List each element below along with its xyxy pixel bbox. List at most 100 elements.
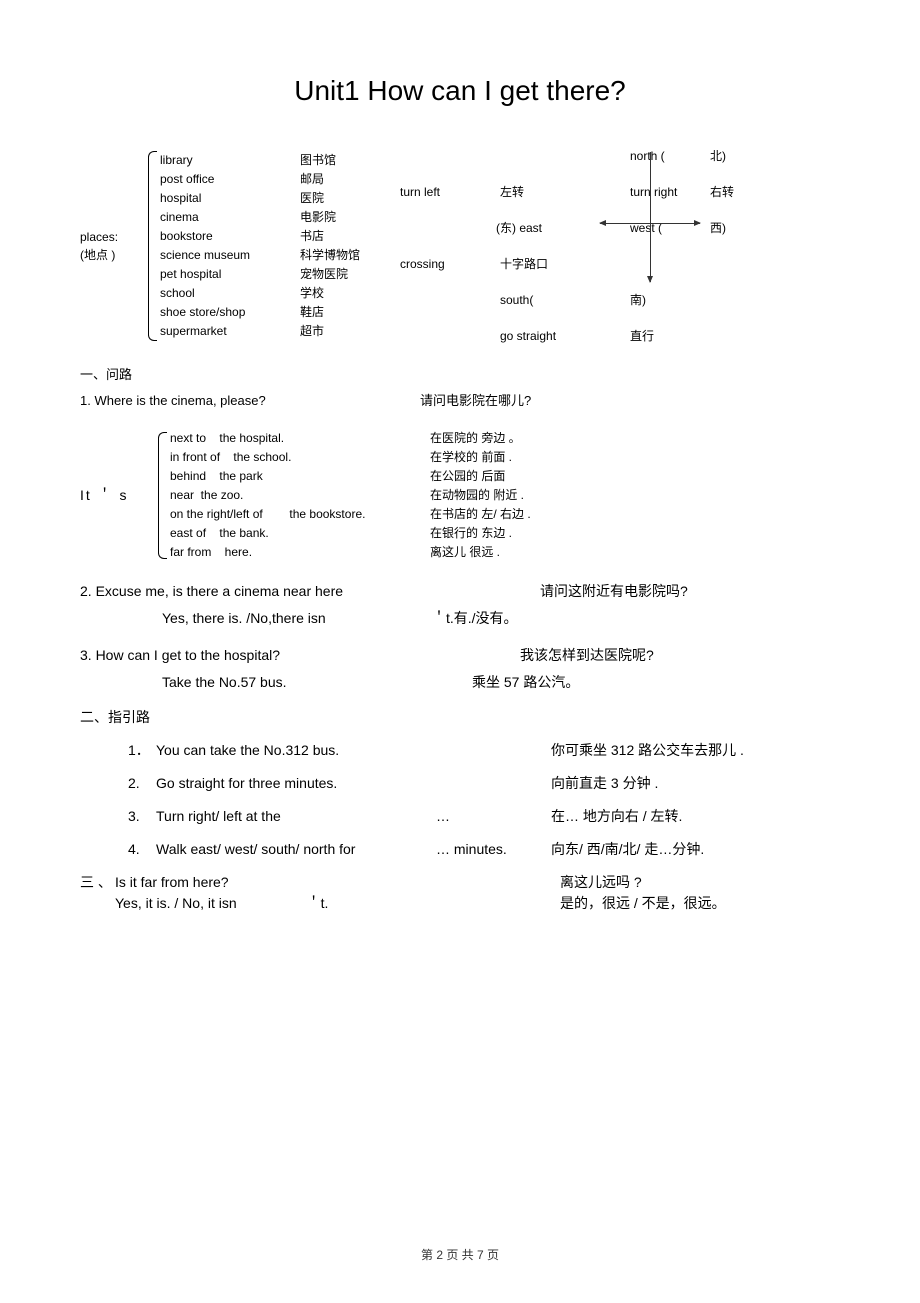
page-footer: 第 2 页 共 7 页 (0, 1246, 920, 1263)
item-en: Walk east/ west/ south/ north for (156, 839, 436, 860)
south-cn: 南) (630, 291, 710, 309)
its-cn: 在动物园的 附近 . (430, 486, 531, 505)
list-item: 1． You can take the No.312 bus. 你可乘坐 312… (128, 740, 840, 761)
list-item: 2. Go straight for three minutes. 向前直走 3… (128, 773, 840, 794)
gostraight-cn: 直行 (630, 327, 710, 345)
place-en: bookstore (160, 227, 300, 246)
item-en: Go straight for three minutes. (156, 773, 436, 794)
directions-block: north ( 北) turn left 左转 turn right 右转 ( … (400, 147, 840, 345)
place-en: shoe store/shop (160, 303, 300, 322)
item-cn: 向东/ 西/南/北/ 走…分钟. (551, 839, 840, 860)
north-cn: 北) (710, 147, 770, 165)
content-body: places: (地点 ) library post office hospit… (0, 147, 920, 914)
item-no: 3. (128, 806, 156, 827)
places-label-cn: (地点 ) (80, 246, 140, 264)
s3-q-en: Is it far from here? (115, 872, 385, 893)
turnright-en: turn right (630, 183, 710, 201)
its-en: far from here. (170, 543, 430, 562)
section1-heading: 一、问路 (80, 365, 840, 385)
place-cn: 超市 (300, 322, 400, 341)
brace-icon (140, 147, 160, 345)
brace-icon (150, 428, 170, 563)
list-item: 3. Turn right/ left at the … 在… 地方向右 / 左… (128, 806, 840, 827)
place-en: science museum (160, 246, 300, 265)
gostraight-en: go straight (500, 327, 590, 345)
its-en: next to the hospital. (170, 429, 430, 448)
place-en: library (160, 151, 300, 170)
its-en: behind the park (170, 467, 430, 486)
place-cn: 宠物医院 (300, 265, 400, 284)
item-no: 2. (128, 773, 156, 794)
place-en: supermarket (160, 322, 300, 341)
its-cn-col: 在医院的 旁边 。 在学校的 前面 . 在公园的 后面 在动物园的 附近 . 在… (430, 429, 531, 562)
place-cn: 电影院 (300, 208, 400, 227)
s3-a-en: Yes, it is. / No, it isn (115, 893, 237, 914)
north-en: north ( (630, 147, 710, 165)
item-no: 1． (128, 740, 156, 761)
place-en: pet hospital (160, 265, 300, 284)
places-label: places: (地点 ) (80, 228, 140, 264)
q1-en: 1. Where is the cinema, please? (80, 391, 420, 411)
item-cn: 你可乘坐 312 路公交车去那儿 . (551, 740, 840, 761)
its-cn: 离这儿 很远 . (430, 543, 531, 562)
q3-en: 3. How can I get to the hospital? (80, 645, 280, 666)
its-en: east of the bank. (170, 524, 430, 543)
place-cn: 科学博物馆 (300, 246, 400, 265)
page-title: Unit1 How can I get there? (0, 0, 920, 147)
east-pre: ( (400, 219, 500, 237)
list-item: 4. Walk east/ west/ south/ north for … m… (128, 839, 840, 860)
its-block: It ＇ s next to the hospital. in front of… (80, 428, 840, 563)
item-cn: 在… 地方向右 / 左转. (551, 806, 840, 827)
east-en: 东) east (500, 219, 590, 237)
place-cn: 邮局 (300, 170, 400, 189)
q3a-en: Take the No.57 bus. (162, 672, 472, 693)
its-cn: 在医院的 旁边 。 (430, 429, 531, 448)
item-en: You can take the No.312 bus. (156, 740, 436, 761)
q3a-cn: 乘坐 57 路公汽。 (472, 672, 579, 693)
turnleft-cn: 左转 (500, 183, 590, 201)
places-cn-col: 图书馆 邮局 医院 电影院 书店 科学博物馆 宠物医院 学校 鞋店 超市 (300, 151, 400, 341)
arrow-horizontal-icon (600, 223, 700, 224)
place-en: school (160, 284, 300, 303)
vocab-row: places: (地点 ) library post office hospit… (80, 147, 840, 345)
place-cn: 书店 (300, 227, 400, 246)
crossing-cn: 十字路口 (500, 255, 590, 273)
places-en-col: library post office hospital cinema book… (160, 151, 300, 341)
section2-heading: 二、指引路 (80, 707, 840, 728)
its-en: on the right/left of the bookstore. (170, 505, 430, 524)
turnleft-en: turn left (400, 183, 500, 201)
item-no: 4. (128, 839, 156, 860)
place-cn: 鞋店 (300, 303, 400, 322)
item-mid: … minutes. (436, 839, 551, 860)
item-mid: … (436, 806, 551, 827)
its-cn: 在书店的 左/ 右边 . (430, 505, 531, 524)
south-en: south( (500, 291, 590, 309)
q2a-en: Yes, there is. /No,there isn (162, 608, 432, 629)
its-label: It ＇ s (80, 485, 150, 506)
q2-cn: 请问这附近有电影院吗? (540, 581, 840, 602)
q1-cn: 请问电影院在哪儿? (420, 391, 840, 411)
its-cn: 在公园的 后面 (430, 467, 531, 486)
west-cn: 西) (710, 219, 770, 237)
its-en: near the zoo. (170, 486, 430, 505)
s3-a-mid: ＇t. (307, 893, 329, 914)
s3-a-cn: 是的，很远 / 不是，很远。 (560, 893, 840, 914)
item-en: Turn right/ left at the (156, 806, 436, 827)
item-cn: 向前直走 3 分钟 . (551, 773, 840, 794)
place-en: cinema (160, 208, 300, 227)
its-en: in front of the school. (170, 448, 430, 467)
q2a-mid: ＇t.有./没有。 (432, 608, 518, 629)
s3-q-cn: 离这儿远吗 ? (560, 872, 840, 893)
its-cn: 在学校的 前面 . (430, 448, 531, 467)
place-en: post office (160, 170, 300, 189)
crossing-en: crossing (400, 255, 500, 273)
places-label-en: places: (80, 228, 140, 246)
its-en-col: next to the hospital. in front of the sc… (170, 429, 430, 562)
place-cn: 图书馆 (300, 151, 400, 170)
turnright-cn: 右转 (710, 183, 770, 201)
place-en: hospital (160, 189, 300, 208)
section3-label: 三 、 (80, 872, 115, 914)
q3-cn: 我该怎样到达医院呢? (520, 645, 840, 666)
section3: 三 、 Is it far from here? Yes, it is. / N… (80, 872, 840, 914)
place-cn: 学校 (300, 284, 400, 303)
